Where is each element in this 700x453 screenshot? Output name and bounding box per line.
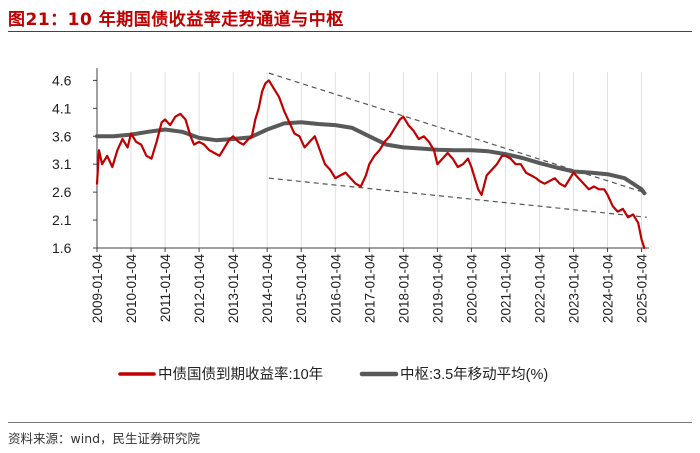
y-tick-label: 3.1	[52, 156, 72, 172]
x-tick-label: 2018-01-04	[396, 254, 411, 324]
x-tick-label: 2022-01-04	[532, 254, 547, 324]
page-title: 图21：10 年期国债收益率走势通道与中枢	[8, 10, 344, 30]
yield-chart: 1.6 2.1 2.6 3.1 3.6 4.1 4.6 2009-01-04 2010-01-…	[52, 68, 650, 383]
x-tick-label: 2017-01-04	[362, 254, 377, 324]
y-tick-label: 4.6	[52, 72, 72, 88]
y-tick-label: 1.6	[52, 240, 72, 256]
x-tick-label: 2020-01-04	[464, 254, 479, 324]
x-tick-label: 2015-01-04	[294, 254, 309, 324]
x-tick-labels: 2009-01-04 2010-01-04 2011-01-04 2012-01-04…	[90, 254, 650, 324]
source-divider	[8, 422, 692, 423]
series-lines	[95, 79, 647, 250]
x-tick-label: 2011-01-04	[158, 254, 173, 323]
legend-label: 中债国债到期收益率:10年	[158, 366, 323, 383]
y-tick-labels: 1.6 2.1 2.6 3.1 3.6 4.1 4.6	[52, 72, 72, 256]
x-tick-label: 2021-01-04	[498, 254, 513, 324]
x-tick-label: 2010-01-04	[124, 254, 139, 324]
trend-line	[268, 177, 647, 218]
x-tick-label: 2024-01-04	[601, 254, 616, 324]
x-tick-label: 2013-01-04	[226, 254, 241, 324]
x-tick-label: 2014-01-04	[260, 254, 275, 324]
x-tick-label: 2019-01-04	[430, 254, 445, 324]
vertical-gridlines	[96, 72, 642, 248]
x-tick-label: 2016-01-04	[328, 254, 343, 324]
y-tick-label: 4.1	[52, 100, 72, 116]
trend-line	[268, 72, 647, 194]
x-tick-label: 2025-01-04	[635, 254, 650, 324]
legend-label: 中枢:3.5年移动平均(%)	[400, 366, 548, 383]
trend-channel-lines	[268, 72, 647, 218]
yield-series-line	[95, 79, 646, 250]
y-tick-label: 3.6	[52, 128, 72, 144]
y-tick-label: 2.6	[52, 184, 72, 200]
x-tick-label: 2023-01-04	[567, 254, 582, 324]
moving-average-line	[95, 120, 647, 196]
chart-legend: 中债国债到期收益率:10年 中枢:3.5年移动平均(%)	[118, 366, 548, 383]
y-tick-label: 2.1	[52, 212, 72, 228]
axes	[93, 68, 649, 252]
title-divider	[8, 31, 692, 32]
x-tick-label: 2009-01-04	[90, 254, 105, 324]
x-tick-label: 2012-01-04	[192, 254, 207, 324]
source-note: 资料来源：wind，民生证券研究院	[8, 431, 201, 446]
